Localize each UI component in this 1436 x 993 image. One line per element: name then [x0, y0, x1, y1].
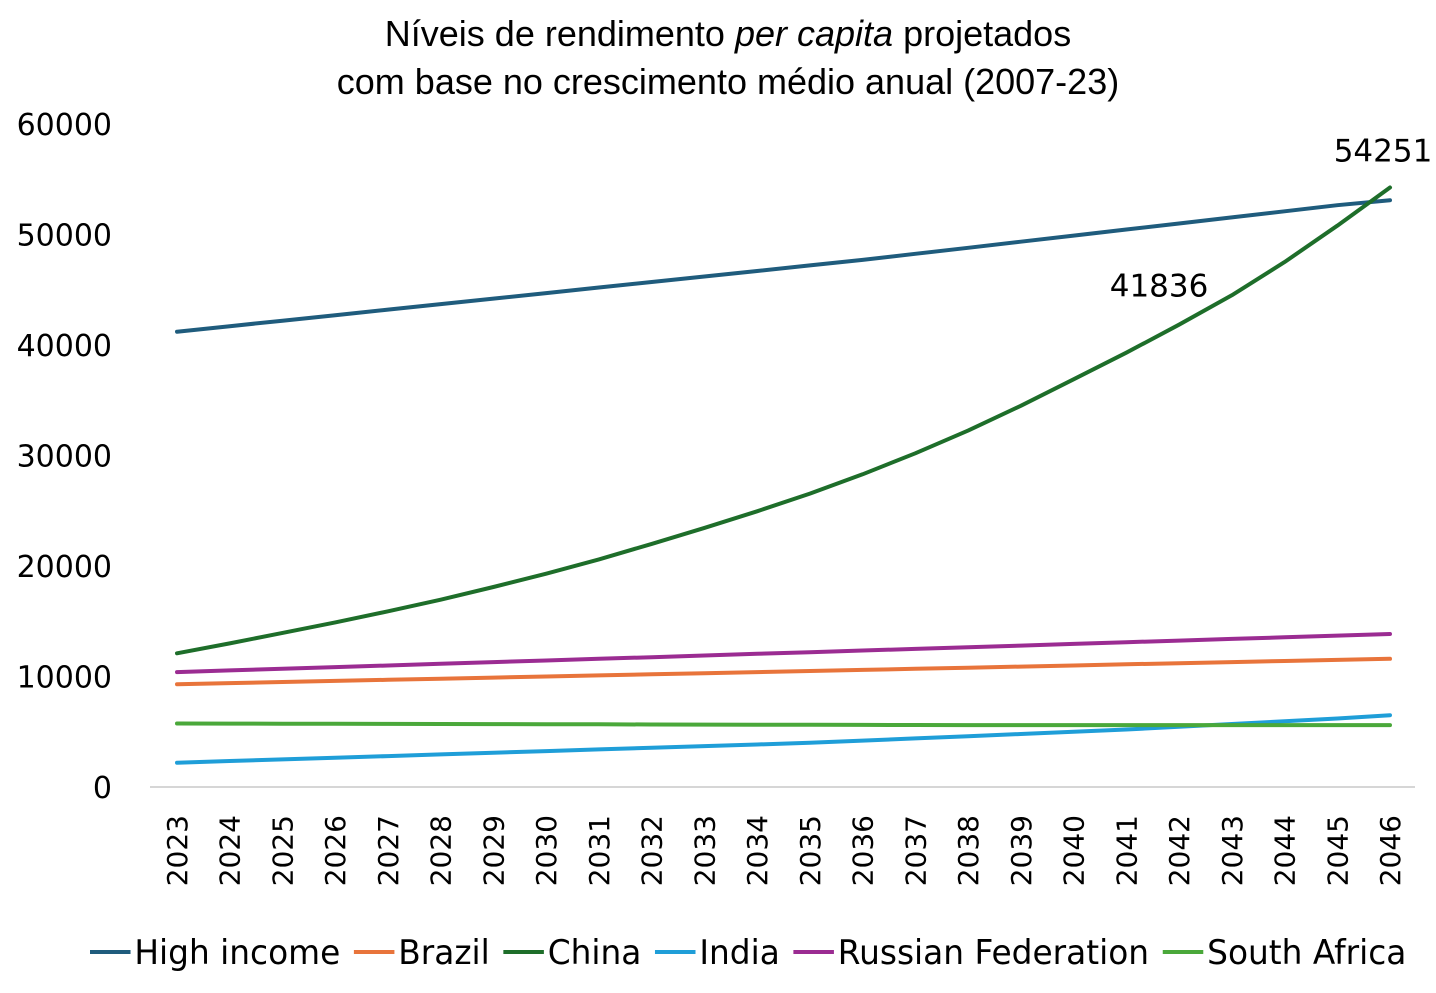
- series-lines: [175, 185, 1392, 765]
- x-tick-label: 2034: [741, 815, 774, 886]
- legend-label: High income: [134, 932, 340, 972]
- x-tick-label: 2041: [1110, 815, 1143, 886]
- y-tick-label: 20000: [17, 550, 112, 585]
- legend-label: China: [548, 932, 642, 972]
- chart-title-segment: projetados: [893, 13, 1071, 54]
- legend-label: South Africa: [1207, 932, 1406, 972]
- series-line-brazil: [175, 656, 1392, 687]
- x-tick-label: 2033: [688, 815, 721, 886]
- x-tick-label: 2028: [425, 815, 458, 886]
- y-tick-label: 10000: [17, 661, 112, 696]
- legend-item: Russian Federation: [793, 932, 1149, 972]
- x-tick-label: 2037: [899, 815, 932, 886]
- x-tick-label: 2045: [1321, 815, 1354, 886]
- x-tick-label: 2025: [266, 815, 299, 886]
- legend-item: High income: [90, 932, 340, 972]
- chart-title-segment: Níveis de rendimento: [385, 13, 735, 54]
- x-tick-label: 2032: [636, 815, 669, 886]
- y-tick-label: 60000: [17, 108, 112, 143]
- x-tick-label: 2040: [1058, 815, 1091, 886]
- legend-label: Brazil: [398, 932, 490, 972]
- x-tick-label: 2031: [583, 815, 616, 886]
- legend-label: Russian Federation: [838, 932, 1149, 972]
- data-label: 54251: [1334, 134, 1433, 170]
- y-tick-label: 0: [93, 771, 112, 806]
- series-line-china: [175, 185, 1392, 656]
- x-tick-label: 2024: [214, 815, 247, 886]
- chart-title-line: com base no crescimento médio anual (200…: [337, 61, 1119, 102]
- chart-title-line: Níveis de rendimento per capita projetad…: [385, 13, 1071, 54]
- legend-item: India: [654, 932, 780, 972]
- series-line-russian-federation: [175, 632, 1392, 675]
- series-line-high-income: [175, 198, 1392, 334]
- y-tick-label: 50000: [17, 219, 112, 254]
- x-tick-label: 2044: [1269, 815, 1302, 886]
- x-tick-label: 2042: [1163, 815, 1196, 886]
- legend-item: Brazil: [353, 932, 490, 972]
- legend-label: India: [699, 932, 779, 972]
- y-axis-ticks: 0 10000 20000 30000 40000 50000 60000: [17, 108, 112, 806]
- x-tick-label: 2038: [952, 815, 985, 886]
- x-tick-label: 2043: [1216, 815, 1249, 886]
- legend-item: South Africa: [1162, 932, 1406, 972]
- x-tick-label: 2035: [794, 815, 827, 886]
- series-line-south-africa: [175, 721, 1392, 728]
- x-tick-label: 2023: [161, 815, 194, 886]
- y-tick-label: 30000: [17, 440, 112, 475]
- x-tick-label: 2027: [372, 815, 405, 886]
- x-tick-label: 2036: [847, 815, 880, 886]
- x-axis-ticks: 2023 2024 2025 2026 2027 2028 2029 2030 2031 2032…: [161, 815, 1407, 886]
- x-tick-label: 2046: [1374, 815, 1407, 886]
- data-label: 41836: [1110, 269, 1209, 305]
- chart-title-segment: per capita: [734, 13, 893, 54]
- chart-title-segment: com base no crescimento médio anual (200…: [337, 61, 1119, 102]
- x-tick-label: 2029: [477, 815, 510, 886]
- x-tick-label: 2026: [319, 815, 352, 886]
- x-tick-label: 2039: [1005, 815, 1038, 886]
- legend: High income Brazil China India Russian Feder…: [90, 932, 1406, 972]
- legend-item: China: [503, 932, 641, 972]
- data-labels: 41836 54251: [1110, 134, 1433, 305]
- y-tick-label: 40000: [17, 329, 112, 364]
- x-tick-label: 2030: [530, 815, 563, 886]
- chart-title: Níveis de rendimento per capita projetad…: [337, 13, 1119, 102]
